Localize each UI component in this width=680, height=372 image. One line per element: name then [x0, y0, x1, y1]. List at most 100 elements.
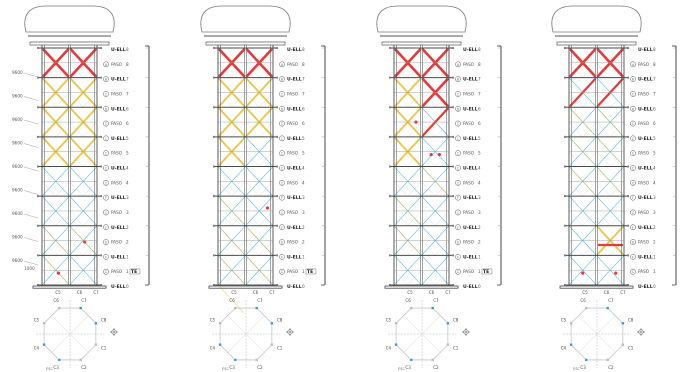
brace-secondary [421, 270, 436, 286]
level-number: 4 [653, 166, 656, 171]
level-number: 8 [653, 47, 656, 52]
level-circle-letter: B [632, 78, 635, 82]
level-circle-letter: C [632, 181, 635, 185]
plan-label: C4 [386, 345, 392, 350]
plan-node [569, 343, 573, 346]
roof-cap [200, 5, 291, 33]
level-circle [103, 135, 109, 142]
bottom-label: C7 [445, 290, 451, 295]
level-code: U-ELL [111, 254, 126, 260]
te-box [481, 268, 493, 275]
level-circle-letter: C [281, 211, 284, 215]
level-circle-letter: C [457, 167, 460, 171]
plan-node [621, 322, 625, 325]
level-circle-letter: F [281, 226, 283, 230]
level-circle [630, 165, 636, 171]
level-circle-letter: C [105, 181, 108, 185]
level-code: PASO [463, 151, 475, 156]
roof-cap [24, 5, 115, 33]
damage-marker [265, 206, 270, 210]
plan-node [42, 322, 46, 325]
elevation-label: 9600 [12, 94, 23, 99]
plan-label: C8 [101, 318, 107, 323]
level-circle [455, 165, 461, 171]
leader-line [23, 72, 39, 78]
level-circle [455, 105, 461, 112]
plan-label: C4 [34, 345, 40, 350]
level-number: 2 [302, 240, 305, 245]
brace-secondary [245, 210, 260, 226]
plan-node [255, 358, 258, 362]
level-code: U-ELL [287, 254, 302, 260]
level-number: 5 [126, 136, 129, 141]
level-number: 3 [653, 195, 656, 200]
leader-line [23, 119, 39, 125]
level-circle-letter: F [632, 255, 634, 259]
roof-beam [29, 41, 110, 46]
level-circle-letter: C [105, 122, 108, 126]
level-number: 6 [653, 106, 656, 111]
bottom-label: C7 [269, 290, 275, 295]
level-code: PASO [638, 269, 650, 274]
level-number: 3 [126, 195, 129, 200]
brace-secondary [582, 240, 597, 256]
level-code: PASO [287, 121, 299, 126]
level-circle-letter: A [632, 63, 635, 67]
level-circle [630, 194, 636, 201]
level-circle [103, 150, 109, 157]
level-circle-letter: C [281, 181, 284, 185]
level-code: U-ELL [463, 225, 478, 231]
level-circle-letter: C [281, 122, 284, 126]
level-circle-letter: C [457, 270, 460, 274]
leader-line [23, 143, 39, 148]
bottom-label: C5 [231, 290, 237, 295]
level-circle-letter: C [457, 137, 460, 141]
brace-secondary [245, 270, 260, 286]
level-code: PASO [111, 91, 123, 96]
plan-label: C1 [277, 345, 283, 350]
level-circle-letter: C [105, 92, 108, 96]
plan-node [585, 358, 588, 362]
level-number: 2 [653, 225, 656, 230]
level-number: 1 [126, 254, 129, 259]
level-code: PASO [463, 62, 475, 67]
level-circle-letter: F [632, 226, 634, 230]
level-circle-letter: C [281, 92, 284, 96]
brace-secondary [407, 181, 422, 197]
level-number: 2 [126, 225, 129, 230]
level-code: PASO [638, 180, 650, 185]
roof-beam [205, 41, 286, 46]
level-circle [630, 209, 636, 216]
level-number: 7 [653, 77, 656, 82]
level-code: U-ELL [638, 106, 653, 112]
level-circle [103, 268, 109, 275]
plan-label: C7 [433, 298, 439, 303]
level-number: 4 [302, 166, 305, 171]
roof-cap [551, 5, 642, 33]
elevation-label: 9600 [12, 258, 23, 263]
bottom-label: C7 [620, 290, 626, 295]
plan-node [255, 306, 258, 310]
level-code: U-ELL [638, 195, 653, 201]
level-circle [103, 179, 109, 186]
leader-line [23, 260, 39, 266]
level-circle [103, 194, 109, 201]
level-code: PASO [287, 240, 299, 245]
level-number: 5 [302, 151, 305, 156]
level-circle [103, 224, 109, 231]
plan-diag [226, 314, 266, 354]
brace-secondary [596, 181, 611, 197]
level-number: 6 [302, 106, 305, 111]
te-tag: TE [483, 269, 489, 275]
level-number: 0 [653, 284, 656, 289]
level-code: U-ELL [111, 166, 126, 172]
plan-node [431, 358, 434, 362]
bottom-label: C5 [582, 290, 588, 295]
level-circle-letter: C [632, 167, 635, 171]
elevation-label: 9600 [12, 235, 23, 240]
level-number: 8 [126, 47, 129, 52]
plan-node [79, 358, 82, 362]
brace-secondary [407, 270, 422, 286]
plan-node [79, 306, 82, 310]
level-circle [103, 120, 109, 127]
